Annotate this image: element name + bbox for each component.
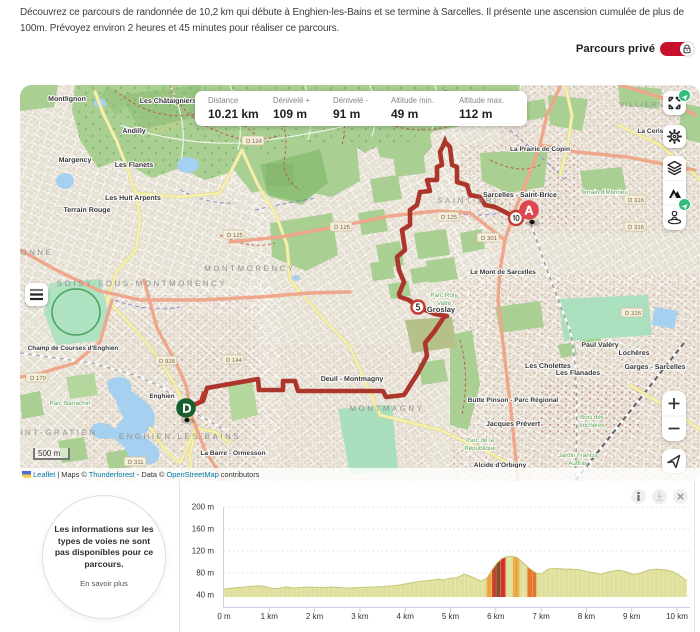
svg-text:ONNE: ONNE xyxy=(21,248,54,257)
svg-text:Auffray: Auffray xyxy=(568,460,588,467)
svg-text:D 928: D 928 xyxy=(159,358,176,365)
svg-text:VILLIERS-LE: VILLIERS-LE xyxy=(619,102,680,109)
svg-text:1 km: 1 km xyxy=(261,612,279,621)
svg-text:République: République xyxy=(464,445,496,452)
svg-text:6 km: 6 km xyxy=(487,612,505,621)
svg-text:Enghien: Enghien xyxy=(149,393,174,400)
svg-text:Jacques Prévert: Jacques Prévert xyxy=(486,420,541,428)
svg-text:D 125: D 125 xyxy=(227,232,244,239)
svg-text:Deuil - Montmagny: Deuil - Montmagny xyxy=(321,375,384,383)
svg-text:MONTMAGNY: MONTMAGNY xyxy=(350,404,425,413)
svg-text:SOISY-SOUS-MONTMORENCY: SOISY-SOUS-MONTMORENCY xyxy=(57,279,227,288)
svg-text:4 km: 4 km xyxy=(397,612,415,621)
svg-text:Parc Roty: Parc Roty xyxy=(430,292,458,299)
svg-text:Les Flanades: Les Flanades xyxy=(556,369,600,377)
svg-text:D 311: D 311 xyxy=(128,459,144,466)
svg-text:Garges - Sarcelles: Garges - Sarcelles xyxy=(624,363,685,371)
svg-text:Andilly: Andilly xyxy=(122,127,145,135)
svg-text:Butte Pinson - Parc Régional: Butte Pinson - Parc Régional xyxy=(468,397,559,404)
svg-text:Parc de la: Parc de la xyxy=(466,437,494,444)
svg-text:Les Cholettes: Les Cholettes xyxy=(525,362,571,370)
svg-text:3 km: 3 km xyxy=(351,612,369,621)
svg-text:Les Flanets: Les Flanets xyxy=(115,161,154,169)
svg-text:Lochères: Lochères xyxy=(618,349,649,357)
svg-text:7 km: 7 km xyxy=(532,612,550,621)
svg-text:La Prairie de Copin: La Prairie de Copin xyxy=(510,146,570,153)
svg-text:Les Châtaigniers: Les Châtaigniers xyxy=(140,97,197,105)
svg-text:D 144: D 144 xyxy=(226,357,243,364)
svg-text:D 316: D 316 xyxy=(625,310,642,317)
svg-text:Bois des: Bois des xyxy=(580,414,604,421)
svg-text:Alcide d'Orbigny: Alcide d'Orbigny xyxy=(474,462,527,469)
svg-text:Groslay: Groslay xyxy=(427,305,456,314)
svg-text:0 m: 0 m xyxy=(217,612,231,621)
svg-text:160 m: 160 m xyxy=(192,525,215,534)
svg-text:Jardin Francis: Jardin Francis xyxy=(559,452,598,459)
svg-text:La Cerisaie: La Cerisaie xyxy=(637,128,673,135)
svg-text:Lochères: Lochères xyxy=(579,422,604,429)
svg-text:Champ de Courses d'Enghien: Champ de Courses d'Enghien xyxy=(28,345,119,352)
svg-text:200 m: 200 m xyxy=(192,503,215,512)
svg-text:ENGHIEN LES BAINS: ENGHIEN LES BAINS xyxy=(119,432,241,441)
svg-text:Montlignon: Montlignon xyxy=(48,95,86,103)
svg-text:Terrain Rouge: Terrain Rouge xyxy=(64,206,111,214)
svg-text:8 km: 8 km xyxy=(578,612,596,621)
svg-text:D 125: D 125 xyxy=(441,214,458,221)
svg-text:40 m: 40 m xyxy=(196,591,214,600)
svg-text:D 125: D 125 xyxy=(334,224,351,231)
svg-text:Vatte: Vatte xyxy=(437,300,452,307)
svg-text:2 km: 2 km xyxy=(306,612,324,621)
svg-text:Parc Barrachin: Parc Barrachin xyxy=(50,400,91,407)
svg-text:120 m: 120 m xyxy=(192,547,215,556)
svg-text:Paul Valéry: Paul Valéry xyxy=(581,341,618,349)
svg-text:SAINT-BRI: SAINT-BRI xyxy=(437,196,499,205)
svg-text:D 316: D 316 xyxy=(628,224,645,231)
svg-text:80 m: 80 m xyxy=(196,569,214,578)
svg-text:Les Huit Arpents: Les Huit Arpents xyxy=(105,194,161,202)
svg-text:D 124: D 124 xyxy=(246,138,263,145)
svg-text:D 316: D 316 xyxy=(628,197,645,204)
svg-text:Terrain d'Monrieu: Terrain d'Monrieu xyxy=(580,189,628,196)
svg-text:Le Mont de Sarcelles: Le Mont de Sarcelles xyxy=(470,269,536,276)
svg-text:D 301: D 301 xyxy=(481,235,498,242)
svg-text:AINT-GRATIEN: AINT-GRATIEN xyxy=(20,428,98,437)
svg-text:Sarcelles - Saint-Brice: Sarcelles - Saint-Brice xyxy=(483,191,557,199)
svg-text:La Barre - Ormesson: La Barre - Ormesson xyxy=(200,450,265,457)
svg-text:9 km: 9 km xyxy=(623,612,641,621)
svg-text:Margency: Margency xyxy=(59,157,92,164)
svg-text:10 km: 10 km xyxy=(666,612,688,621)
svg-text:D 170: D 170 xyxy=(30,375,47,382)
svg-text:MONTMORENCY: MONTMORENCY xyxy=(204,264,295,273)
svg-text:5 km: 5 km xyxy=(442,612,460,621)
